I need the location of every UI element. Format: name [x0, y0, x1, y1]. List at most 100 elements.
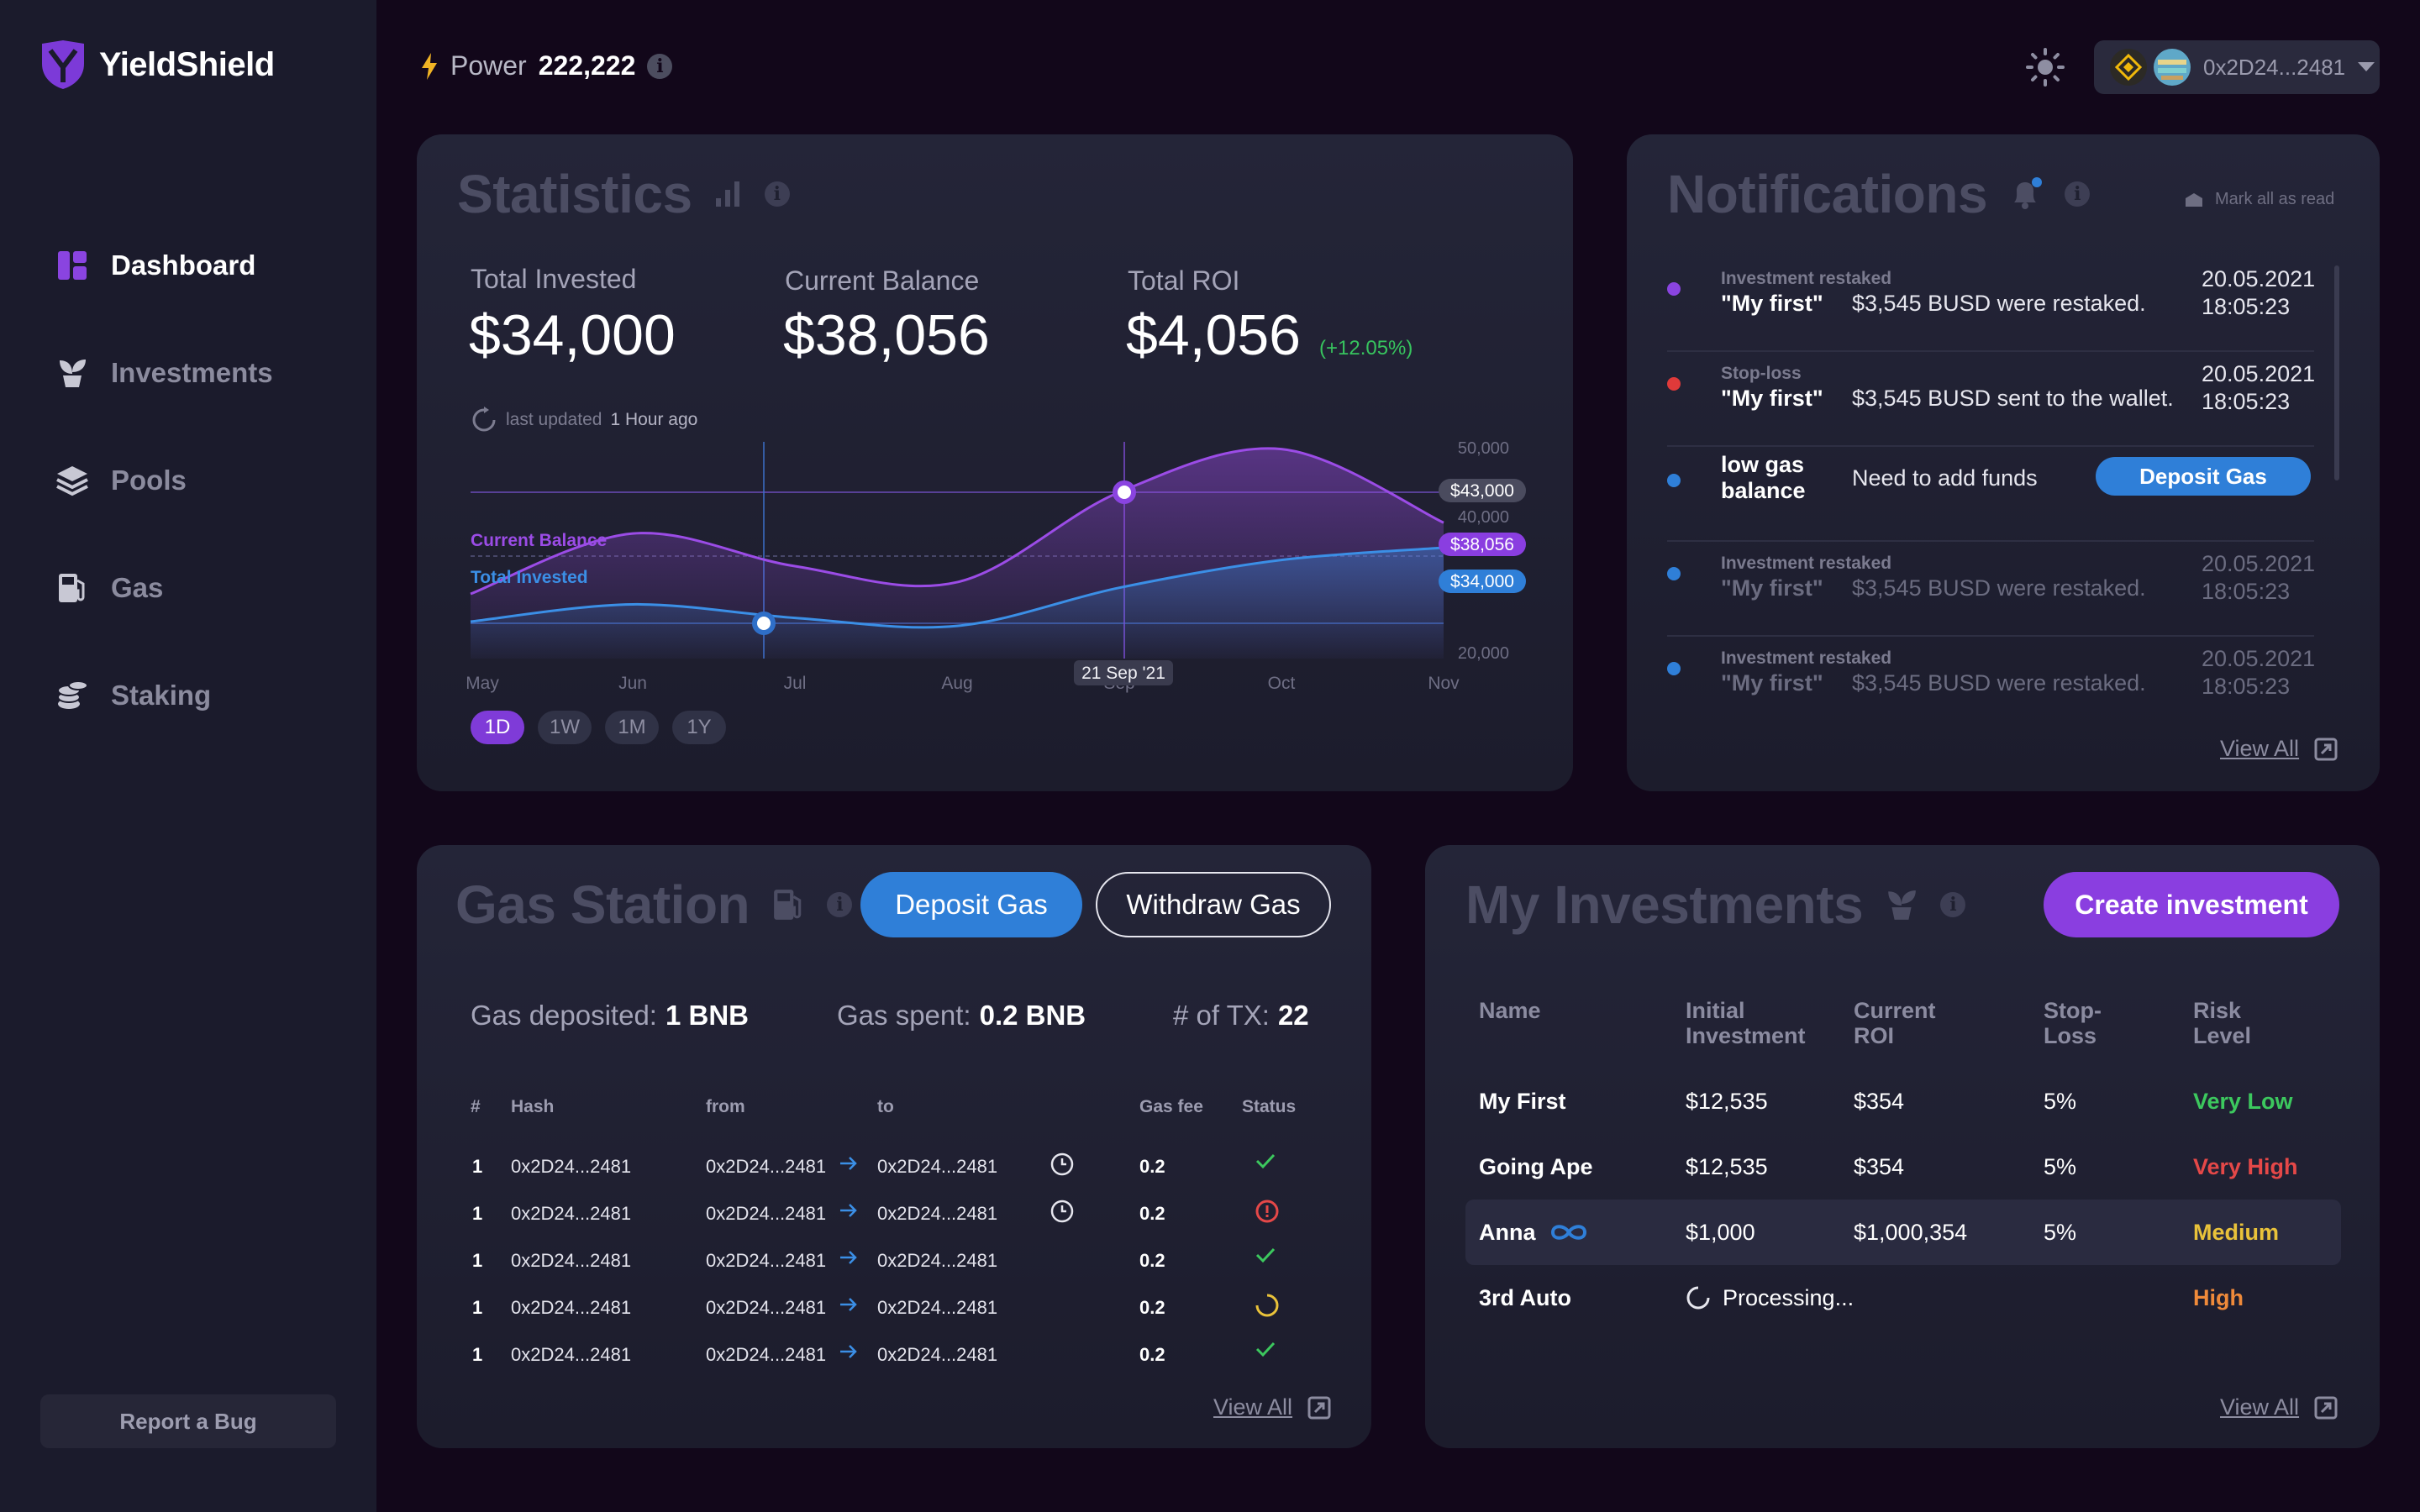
- theme-toggle[interactable]: [2025, 47, 2065, 92]
- withdraw-gas-button[interactable]: Withdraw Gas: [1096, 872, 1331, 937]
- notification-item[interactable]: Stop-loss "My first" $3,545 BUSD sent to…: [1667, 352, 2315, 447]
- tx-hash[interactable]: 0x2D24...2481: [511, 1344, 632, 1365]
- tx-hash[interactable]: 0x2D24...2481: [511, 1203, 632, 1224]
- x-axis-tick-label: Jun: [618, 674, 647, 693]
- notification-item[interactable]: low gas balance Need to add funds Deposi…: [1667, 447, 2314, 542]
- range-1d-button[interactable]: 1D: [471, 711, 524, 744]
- range-1w-button[interactable]: 1W: [538, 711, 592, 744]
- tx-hash[interactable]: 0x2D24...2481: [511, 1156, 632, 1177]
- lightning-icon: [422, 52, 437, 80]
- investments-view-all-link[interactable]: View All: [2220, 1394, 2338, 1420]
- series-line: [470, 447, 1444, 596]
- report-bug-button[interactable]: Report a Bug: [40, 1394, 336, 1448]
- notifications-title: Notifications i: [1667, 163, 2091, 225]
- tx-to[interactable]: 0x2D24...2481: [877, 1250, 998, 1271]
- coins-icon: [55, 679, 89, 712]
- tx-from[interactable]: 0x2D24...2481: [706, 1250, 827, 1271]
- series-label: Current Balance: [471, 531, 607, 550]
- value-tag-label: $43,000: [1450, 481, 1514, 501]
- range-1m-button[interactable]: 1M: [605, 711, 659, 744]
- value-tag: $34,000: [1439, 570, 1526, 593]
- sidebar: YieldShield Dashboard Investments Pools …: [0, 0, 376, 1512]
- notification-date: 20.05.2021 18:05:23: [2202, 265, 2315, 321]
- power-label: Power: [450, 50, 527, 81]
- wallet-button[interactable]: 0x2D24...2481: [2094, 40, 2380, 94]
- create-investment-button[interactable]: Create investment: [2044, 872, 2339, 937]
- investment-risk: Very Low: [2193, 1089, 2293, 1114]
- notification-item[interactable]: Investment restaked "My first" $3,545 BU…: [1667, 257, 2315, 352]
- value-tag-bg: [1439, 479, 1526, 502]
- success-check-icon: [1255, 1247, 1276, 1268]
- notification-item[interactable]: Investment restaked "My first" $3,545 BU…: [1667, 542, 2315, 637]
- investment-stop-loss: 5%: [2044, 1154, 2077, 1179]
- tx-num: 1: [472, 1203, 483, 1224]
- current-balance-value: $38,056: [783, 303, 990, 367]
- tx-from[interactable]: 0x2D24...2481: [706, 1297, 827, 1318]
- hover-point: [752, 612, 776, 635]
- tx-to[interactable]: 0x2D24...2481: [877, 1203, 998, 1224]
- deposit-gas-button[interactable]: Deposit Gas: [860, 872, 1082, 937]
- notifications-view-all-link[interactable]: View All: [2220, 736, 2338, 762]
- notification-message: $3,545 BUSD were restaked.: [1852, 670, 2146, 696]
- sidebar-item-investments[interactable]: Investments: [55, 319, 273, 427]
- gas-view-all-link[interactable]: View All: [1213, 1394, 1331, 1420]
- investment-name: Going Ape: [1479, 1154, 1593, 1179]
- tx-to[interactable]: 0x2D24...2481: [877, 1344, 998, 1365]
- mark-all-read-button[interactable]: Mark all as read: [2185, 190, 2334, 209]
- highlighted-row: [1465, 1200, 2341, 1265]
- view-all-label: View All: [2220, 736, 2300, 761]
- logo[interactable]: YieldShield: [39, 39, 275, 91]
- tx-from[interactable]: 0x2D24...2481: [706, 1203, 827, 1224]
- sidebar-item-label: Dashboard: [111, 249, 256, 281]
- column-header-gas-fee: Gas fee: [1139, 1097, 1203, 1116]
- tx-hash[interactable]: 0x2D24...2481: [511, 1250, 632, 1271]
- notification-type: Investment restaked: [1721, 648, 1892, 668]
- info-icon[interactable]: i: [827, 892, 853, 917]
- info-icon[interactable]: i: [647, 53, 673, 79]
- tx-from[interactable]: 0x2D24...2481: [706, 1156, 827, 1177]
- info-icon[interactable]: i: [2065, 181, 2091, 207]
- sidebar-item-staking[interactable]: Staking: [55, 642, 273, 749]
- gas-spent-label: Gas spent:: [837, 1000, 971, 1031]
- success-check-icon: [1255, 1152, 1276, 1173]
- error-icon: [1255, 1200, 1279, 1227]
- wallet-address: 0x2D24...2481: [2203, 54, 2346, 80]
- investment-processing: Processing...: [1723, 1285, 1854, 1310]
- tx-to[interactable]: 0x2D24...2481: [877, 1297, 998, 1318]
- total-roi-label: Total ROI: [1128, 265, 1240, 296]
- tx-to[interactable]: 0x2D24...2481: [877, 1156, 998, 1177]
- gas-deposited-label: Gas deposited:: [471, 1000, 657, 1031]
- sidebar-item-gas[interactable]: Gas: [55, 534, 273, 642]
- y-axis-tick-label: 40,000: [1458, 508, 1509, 527]
- total-roi-amount: $4,056: [1126, 303, 1301, 367]
- column-header-hash: Hash: [511, 1097, 555, 1116]
- app-name: YieldShield: [99, 45, 275, 83]
- range-1y-button[interactable]: 1Y: [672, 711, 726, 744]
- fuel-icon: [55, 571, 89, 605]
- date: 20.05.2021: [2202, 266, 2316, 291]
- column-header-current-roi: Current ROI: [1854, 998, 1936, 1048]
- arrow-right-icon: [839, 1295, 859, 1318]
- tx-hash[interactable]: 0x2D24...2481: [511, 1297, 632, 1318]
- deposit-gas-button[interactable]: Deposit Gas: [2096, 457, 2311, 496]
- notification-message: $3,545 BUSD sent to the wallet.: [1852, 386, 2174, 411]
- last-updated-label: last updated: [506, 410, 602, 429]
- investment-initial: $12,535: [1686, 1089, 1768, 1114]
- info-icon[interactable]: i: [1940, 892, 1966, 917]
- gas-spent-value: 0.2 BNB: [979, 1000, 1086, 1031]
- x-axis-tick-label: Nov: [1428, 674, 1460, 693]
- arrow-right-icon: [839, 1154, 859, 1177]
- bell-icon: [2014, 177, 2043, 209]
- notifications-scrollbar[interactable]: [2334, 265, 2339, 480]
- sidebar-item-pools[interactable]: Pools: [55, 427, 273, 534]
- column-header-to: to: [877, 1097, 894, 1116]
- notification-type: Stop-loss: [1721, 364, 1802, 383]
- tx-from[interactable]: 0x2D24...2481: [706, 1344, 827, 1365]
- statistics-chart[interactable]: Current Balance Total Invested May Jun Jul Au…: [467, 437, 1534, 699]
- notification-dot: [1667, 662, 1681, 675]
- notification-item[interactable]: Investment restaked "My first" $3,545 BU…: [1667, 637, 2315, 732]
- notifications-title-text: Notifications: [1667, 164, 1988, 224]
- statistics-card: [417, 134, 1573, 791]
- sidebar-item-dashboard[interactable]: Dashboard: [55, 212, 273, 319]
- info-icon[interactable]: i: [764, 181, 790, 207]
